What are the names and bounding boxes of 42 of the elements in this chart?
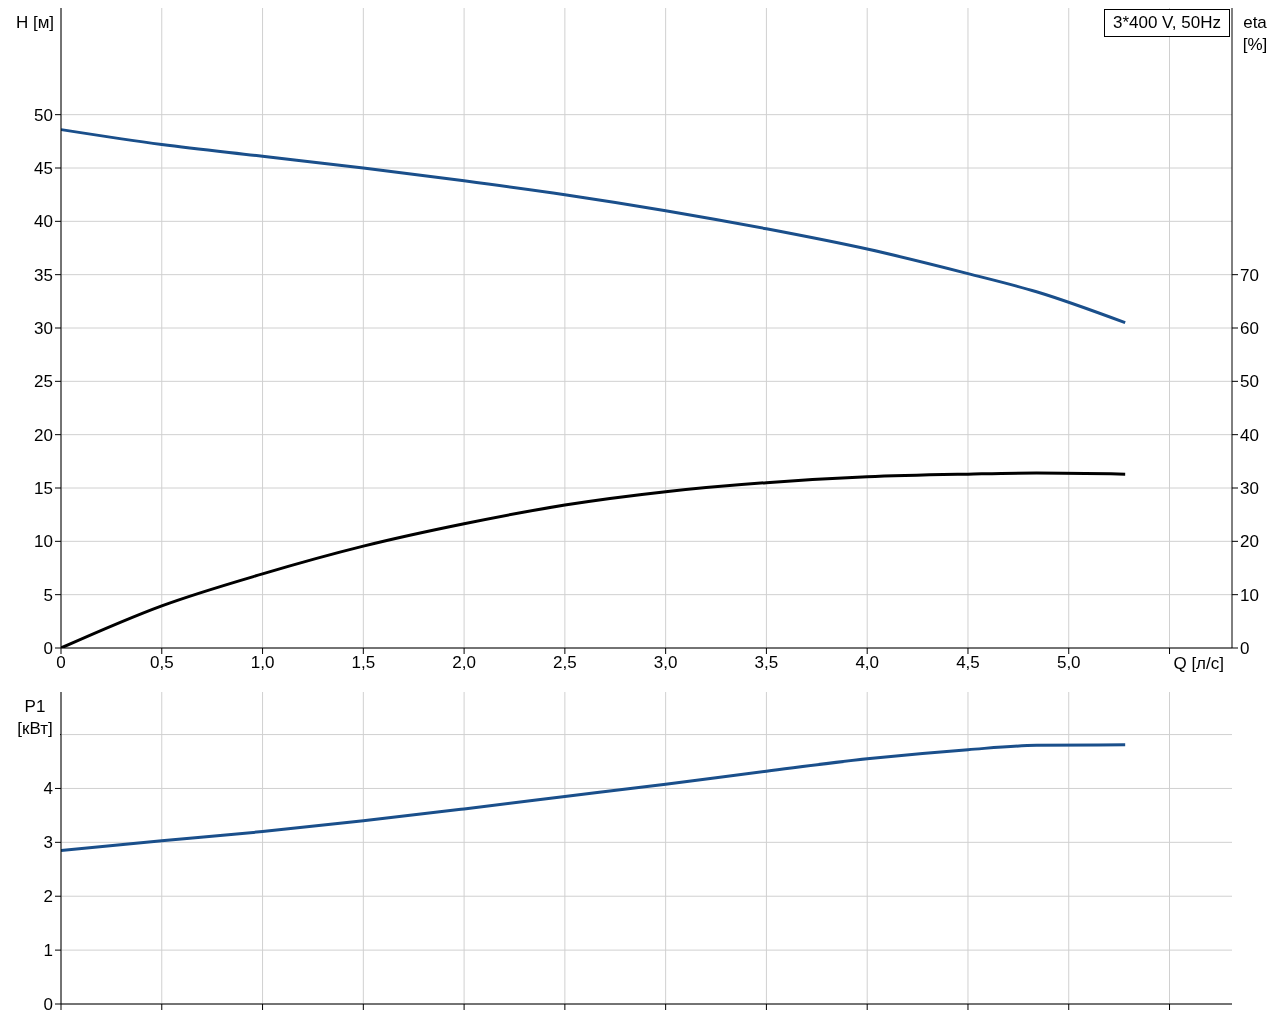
y-tick-label: 5 bbox=[43, 585, 53, 605]
x-tick-label: 2,0 bbox=[452, 653, 476, 673]
line-series bbox=[61, 128, 1127, 325]
y-tick-label: 15 bbox=[34, 479, 53, 499]
x-tick-label: 3,5 bbox=[754, 653, 779, 673]
y-tick-label: 40 bbox=[34, 212, 53, 232]
line-series bbox=[61, 743, 1127, 852]
x-tick-label: 5,0 bbox=[1056, 653, 1081, 673]
y2-tick-label: 50 bbox=[1240, 372, 1259, 392]
y2-axis-title: eta [%] bbox=[1241, 12, 1269, 56]
y2-tick-label: 70 bbox=[1240, 265, 1259, 285]
y-tick-label: 1 bbox=[43, 941, 53, 961]
x-tick-label: 4,0 bbox=[855, 653, 880, 673]
y-tick-label: 45 bbox=[34, 159, 53, 179]
y2-tick-label: 10 bbox=[1240, 585, 1259, 605]
annotation: 3*400 V, 50Hz bbox=[1103, 9, 1230, 37]
y2-tick-label: 60 bbox=[1240, 319, 1259, 339]
y-tick-label: 0 bbox=[43, 995, 53, 1015]
y-tick-label: 3 bbox=[43, 833, 53, 853]
y-tick-label: 0 bbox=[43, 639, 53, 659]
x-axis-title: Q [л/с] bbox=[1169, 654, 1228, 674]
y-tick-label: 4 bbox=[43, 779, 53, 799]
y-axis-title: H [м] bbox=[10, 12, 60, 34]
y2-tick-label: 40 bbox=[1240, 425, 1259, 445]
y-tick-label: 10 bbox=[34, 532, 53, 552]
y-tick-label: 30 bbox=[34, 319, 53, 339]
y2-tick-label: 30 bbox=[1240, 479, 1259, 499]
x-tick-label: 2,5 bbox=[553, 653, 577, 673]
y-tick-label: 35 bbox=[34, 265, 53, 285]
y-axis-title: P1 [кВт] bbox=[10, 696, 60, 740]
x-tick-label: 1,0 bbox=[250, 653, 275, 673]
y2-tick-label: 0 bbox=[1240, 639, 1250, 659]
y2-tick-label: 20 bbox=[1240, 532, 1259, 552]
x-tick-label: 0,5 bbox=[149, 653, 174, 673]
y-tick-label: 2 bbox=[43, 887, 53, 907]
x-tick-label: 0 bbox=[56, 653, 66, 673]
x-tick-label: 4,5 bbox=[956, 653, 980, 673]
y-tick-label: 25 bbox=[34, 372, 53, 392]
y-tick-label: 50 bbox=[34, 105, 53, 125]
x-tick-label: 3,0 bbox=[653, 653, 678, 673]
y-tick-label: 20 bbox=[34, 425, 53, 445]
x-tick-label: 1,5 bbox=[351, 653, 376, 673]
